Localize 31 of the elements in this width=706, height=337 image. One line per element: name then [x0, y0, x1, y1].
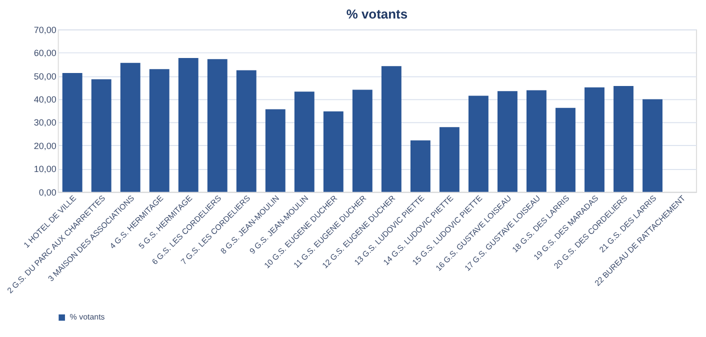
- bar: [468, 96, 488, 192]
- bar: [526, 90, 546, 192]
- y-tick-label: 60,00: [34, 48, 56, 58]
- bar: [265, 109, 286, 192]
- legend-label: % votants: [70, 312, 105, 322]
- bar: [614, 86, 634, 192]
- bar: [294, 92, 314, 192]
- bar: [62, 73, 82, 192]
- bar: [556, 108, 576, 192]
- bar: [323, 111, 344, 192]
- y-tick-label: 10,00: [34, 164, 56, 174]
- bar: [207, 59, 228, 192]
- y-tick-label: 70,00: [34, 24, 56, 35]
- bar: [381, 66, 402, 192]
- y-tick-label: 30,00: [34, 118, 56, 128]
- bar: [498, 91, 518, 192]
- y-tick-label: 40,00: [34, 94, 56, 105]
- y-tick-label: 50,00: [34, 71, 56, 82]
- bar: [410, 140, 430, 192]
- bar: [149, 69, 170, 192]
- y-tick-label: 0,00: [38, 187, 56, 198]
- bar: [352, 90, 372, 192]
- bar: [584, 87, 604, 192]
- bar: [91, 79, 112, 192]
- chart-title: % votants: [346, 6, 408, 22]
- bar: [439, 127, 460, 192]
- bar: [642, 99, 662, 192]
- y-tick-label: 20,00: [34, 140, 56, 151]
- bar: [120, 62, 140, 192]
- bar: [236, 70, 256, 192]
- bar: [178, 58, 198, 192]
